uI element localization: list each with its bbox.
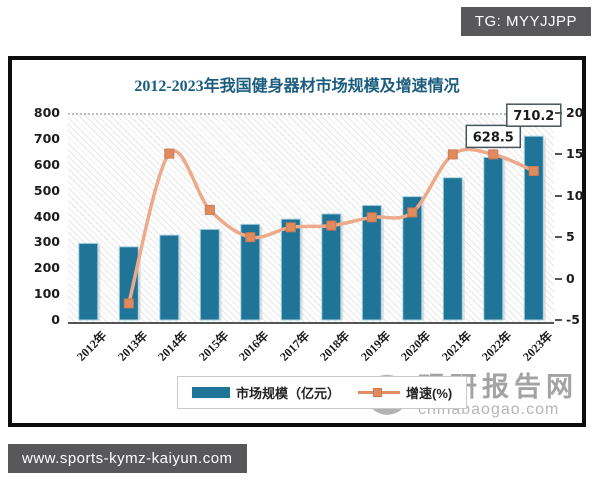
- y-axis-label-right: 20: [566, 105, 584, 120]
- legend-label-market-size: 市场规模（亿元）: [236, 386, 341, 401]
- x-axis-label: 2023年: [519, 328, 556, 364]
- chart-canvas: 628.5 710.2: [78, 103, 562, 321]
- legend: 市场规模（亿元） 增速(%): [177, 376, 468, 409]
- y-axis-label-left: 800: [33, 105, 60, 120]
- bar-shadow: [543, 138, 546, 320]
- y-axis-label-left: 400: [33, 208, 60, 224]
- bar-shadow: [138, 248, 141, 320]
- y-axis-tick-right: [555, 236, 562, 239]
- growth-marker: [366, 212, 377, 223]
- growth-marker: [123, 298, 134, 309]
- site-url-badge: www.sports-kymz-kaiyun.com: [8, 444, 247, 473]
- bar-2014年: [159, 234, 180, 321]
- bar-2019年: [361, 204, 382, 321]
- growth-marker: [407, 207, 418, 218]
- bar-series-swatch: [192, 387, 230, 398]
- bar-shadow: [259, 226, 263, 320]
- x-axis-label: 2022年: [479, 328, 515, 364]
- telegram-badge: TG: MYYJJPP: [460, 7, 591, 36]
- y-axis-tick-right: [555, 319, 562, 321]
- y-axis-label-right: 10: [566, 187, 584, 203]
- y-axis-label-right: -5: [566, 312, 580, 327]
- data-label-box: [465, 124, 522, 149]
- data-label-text: 628.5: [473, 130, 514, 145]
- bar-2017年: [280, 218, 301, 321]
- x-axis-label: 2016年: [236, 328, 272, 364]
- bar-2012年: [78, 242, 99, 321]
- bar-shadow: [178, 237, 182, 320]
- growth-marker: [204, 204, 215, 215]
- growth-marker: [488, 149, 499, 160]
- y-axis-label-left: 600: [33, 156, 60, 172]
- y-axis-label-left: 100: [33, 286, 60, 302]
- bar-shadow: [340, 215, 344, 320]
- x-axis-label: 2015年: [195, 328, 232, 364]
- bar-shadow: [381, 207, 384, 320]
- y-axis-label-left: 0: [51, 312, 60, 327]
- line-series-swatch: [358, 387, 401, 398]
- growth-marker: [447, 149, 458, 160]
- bar-shadow: [219, 231, 222, 320]
- legend-item-growth: 增速(%): [358, 383, 452, 402]
- x-axis-label: 2013年: [114, 328, 151, 364]
- x-axis-label: 2017年: [276, 328, 313, 364]
- x-axis-label: 2020年: [398, 328, 434, 364]
- legend-label-growth: 增速(%): [406, 386, 453, 401]
- x-axis-label: 2021年: [438, 328, 475, 364]
- growth-line: [127, 147, 536, 306]
- bar-shadow: [462, 179, 465, 320]
- y-axis-label-right: 15: [566, 146, 584, 162]
- x-axis-label: 2018年: [317, 328, 353, 364]
- growth-marker: [164, 148, 175, 159]
- bar-2022年: [483, 156, 504, 321]
- data-label-text: 710.2: [513, 109, 554, 124]
- bar-2020年: [402, 196, 423, 321]
- bar-2023年: [523, 135, 544, 321]
- x-axis-label: 2014年: [155, 328, 191, 364]
- y-axis-label-left: 300: [33, 234, 60, 250]
- bar-2018年: [321, 213, 342, 321]
- bar-shadow: [97, 245, 101, 320]
- y-axis-label-right: 5: [566, 229, 575, 245]
- y-axis-label-left: 500: [33, 182, 60, 198]
- y-axis-label-right: 0: [566, 270, 575, 286]
- chart-frame: 2012-2023年我国健身器材市场规模及增速情况 628.5 710.2 800…: [8, 56, 586, 427]
- bar-2013年: [118, 246, 139, 321]
- y-axis-label-left: 700: [33, 130, 60, 146]
- y-axis-tick-right: [555, 153, 562, 156]
- growth-marker: [245, 232, 256, 243]
- data-label-box: [506, 103, 562, 127]
- y-axis-tick-right: [555, 277, 562, 280]
- bar-shadow: [421, 198, 425, 320]
- bar-2015年: [199, 228, 220, 321]
- bar-2016年: [240, 223, 261, 321]
- legend-item-market-size: 市场规模（亿元）: [192, 383, 340, 402]
- growth-marker: [528, 166, 539, 176]
- x-axis-label: 2012年: [74, 328, 110, 364]
- growth-marker: [326, 220, 337, 231]
- bar-shadow: [300, 221, 303, 320]
- bar-2021年: [442, 177, 463, 321]
- y-axis-tick-right: [555, 194, 562, 197]
- y-axis-label-left: 200: [33, 260, 60, 276]
- growth-marker: [285, 222, 296, 233]
- y-axis-tick-right: [555, 112, 562, 114]
- x-axis-label: 2019年: [357, 328, 394, 364]
- bar-shadow: [502, 159, 506, 320]
- chart-title: 2012-2023年我国健身器材市场规模及增速情况: [134, 78, 460, 95]
